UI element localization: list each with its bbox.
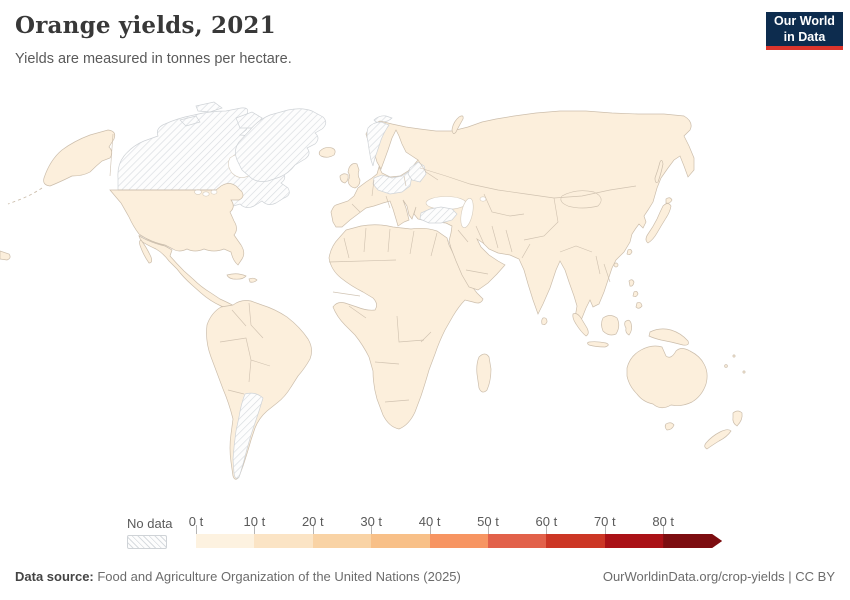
country-madagascar[interactable]	[476, 353, 492, 393]
chart-subtitle: Yields are measured in tonnes per hectar…	[15, 51, 292, 67]
hainan[interactable]	[613, 262, 619, 268]
legend-bin[interactable]	[663, 534, 723, 548]
owid-logo-line2: in Data	[783, 30, 826, 44]
legend-tick	[663, 525, 665, 534]
legend-bin[interactable]	[196, 534, 255, 548]
sumatra[interactable]	[572, 313, 589, 337]
java[interactable]	[587, 341, 609, 348]
country-philippines[interactable]	[632, 290, 639, 298]
hokkaido[interactable]	[665, 197, 673, 204]
legend-tick-label: 60 t	[535, 514, 558, 529]
black-sea	[425, 196, 467, 210]
legend-bin[interactable]	[546, 534, 606, 548]
new-zealand-south[interactable]	[704, 429, 732, 450]
legend-no-data-label: No data	[127, 516, 173, 531]
legend-bin[interactable]	[488, 534, 547, 548]
country-cuba[interactable]	[226, 273, 247, 280]
country-taiwan[interactable]	[626, 248, 633, 256]
legend-tick	[196, 525, 197, 534]
country-ireland[interactable]	[339, 173, 349, 184]
new-zealand-north[interactable]	[732, 410, 743, 427]
novaya-zemlya[interactable]	[451, 115, 464, 134]
legend-tick	[604, 525, 606, 534]
footer-credit[interactable]: OurWorldinData.org/crop-yields | CC BY	[602, 569, 835, 584]
legend-no-data-swatch[interactable]	[127, 535, 167, 549]
legend-tick-label: 40 t	[418, 514, 441, 529]
country-alaska[interactable]	[43, 129, 116, 187]
pacific-island	[724, 364, 728, 368]
legend-tick-label: 70 t	[593, 514, 616, 529]
owid-logo-line1: Our World	[774, 14, 835, 28]
legend-tick	[429, 525, 431, 534]
legend-bin[interactable]	[312, 534, 372, 548]
legend-bin[interactable]	[604, 534, 664, 548]
country-united-kingdom[interactable]	[347, 163, 361, 189]
country-philippines[interactable]	[635, 302, 643, 309]
new-guinea[interactable]	[648, 328, 689, 346]
antimeridian-fragment	[0, 250, 11, 261]
aral-sea	[479, 196, 487, 202]
continent-south-america[interactable]	[206, 300, 312, 480]
owid-logo[interactable]: Our World in Data	[766, 12, 843, 50]
footer-source-text: Food and Agriculture Organization of the…	[93, 569, 461, 584]
legend-tick-label: 20 t	[301, 514, 324, 529]
page-title: Orange yields, 2021	[15, 12, 276, 39]
borneo[interactable]	[601, 315, 620, 336]
country-usa[interactable]	[109, 183, 245, 266]
arctic-island[interactable]	[179, 115, 201, 127]
baja-california[interactable]	[139, 239, 153, 264]
sakhalin[interactable]	[654, 160, 664, 183]
country-philippines[interactable]	[628, 279, 635, 287]
country-norway[interactable]	[366, 121, 390, 167]
legend-tick	[254, 525, 256, 534]
country-turkey[interactable]	[419, 206, 458, 224]
legend-bin[interactable]	[254, 534, 314, 548]
country-iceland[interactable]	[318, 147, 336, 158]
legend-no-data[interactable]: No data	[127, 516, 173, 549]
country-greenland[interactable]	[235, 108, 327, 182]
country-sri-lanka[interactable]	[541, 317, 548, 326]
legend-tick-label: 30 t	[360, 514, 383, 529]
great-lakes	[194, 189, 218, 197]
legend-tick-label: 80 t	[652, 514, 675, 529]
legend-tick	[312, 525, 314, 534]
region-germany-poland[interactable]	[372, 171, 413, 195]
legend-color-scale[interactable]: 0 t 10 t 20 t 30 t 40 t 50 t 60 t 70 t 80 t	[189, 514, 736, 550]
pacific-island	[742, 370, 746, 374]
region-baltics-belarus[interactable]	[407, 161, 427, 183]
country-hispaniola[interactable]	[248, 277, 258, 283]
legend-bin[interactable]	[371, 534, 431, 548]
aleutian-islands	[7, 187, 43, 205]
legend-tick	[371, 525, 373, 534]
legend-tick-label: 50 t	[477, 514, 499, 529]
legend-tick-label: 0 t	[188, 514, 204, 529]
footer-source-label: Data source:	[15, 569, 94, 584]
legend-bin[interactable]	[429, 534, 489, 548]
country-borders	[109, 133, 637, 403]
caspian-sea	[460, 197, 474, 229]
legend-tick	[546, 525, 548, 534]
legend-tick-label: 10 t	[243, 514, 266, 529]
footer-source: Data source: Food and Agriculture Organi…	[15, 569, 461, 584]
country-australia[interactable]	[626, 345, 708, 409]
sulawesi[interactable]	[624, 319, 633, 336]
legend-tick	[488, 525, 489, 534]
country-japan[interactable]	[645, 203, 672, 244]
pacific-island	[732, 354, 736, 358]
country-argentina[interactable]	[232, 392, 264, 479]
tasmania[interactable]	[664, 422, 675, 431]
arctic-island[interactable]	[195, 101, 223, 113]
